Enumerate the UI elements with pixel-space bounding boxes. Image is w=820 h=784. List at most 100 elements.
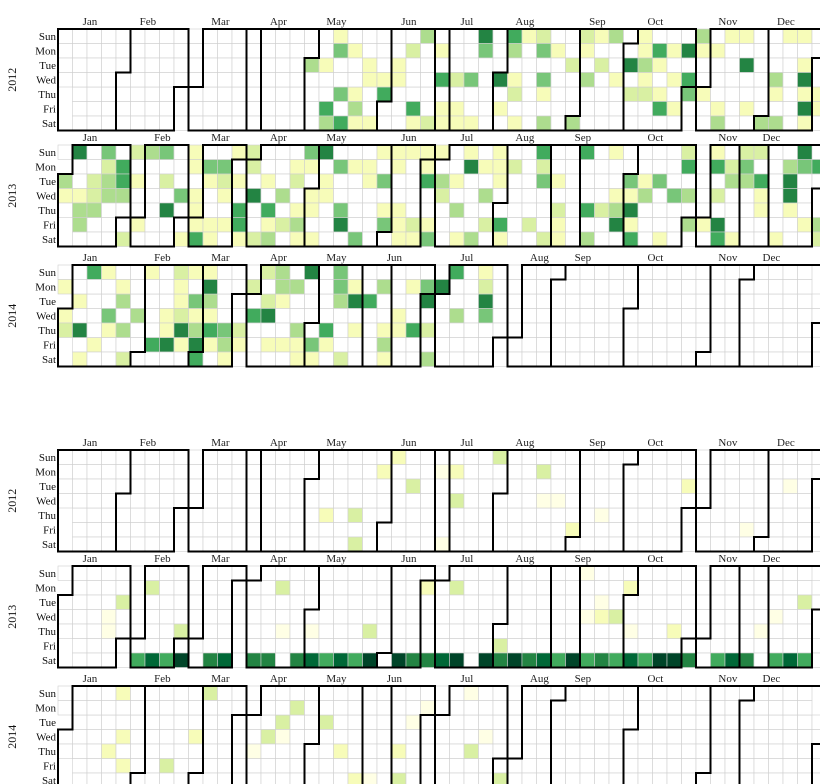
day-cell [637, 536, 653, 552]
day-cell [260, 86, 276, 102]
day-cell [86, 43, 102, 59]
day-cell [86, 293, 102, 309]
day-cell [72, 173, 88, 189]
day-cell [695, 507, 711, 523]
day-cell [231, 188, 247, 204]
day-cell [449, 714, 465, 730]
day-cell [724, 522, 740, 538]
day-cell [724, 202, 740, 218]
day-cell [130, 308, 146, 324]
day-cell [318, 638, 334, 654]
day-cell [536, 101, 552, 117]
day-cell [260, 217, 276, 233]
day-cell [550, 478, 566, 494]
month-label: May [326, 132, 347, 144]
day-label: Fri [43, 641, 56, 653]
day-cell [72, 86, 88, 102]
day-cell [478, 758, 494, 774]
day-cell [782, 72, 798, 88]
day-cell [550, 144, 566, 160]
month-label: Jul [460, 132, 473, 144]
day-cell [159, 478, 175, 494]
day-cell [173, 217, 189, 233]
day-cell [463, 231, 479, 247]
day-cell [391, 507, 407, 523]
day-cell [666, 173, 682, 189]
day-cell [753, 322, 769, 338]
day-cell [304, 478, 320, 494]
day-cell [695, 231, 711, 247]
day-cell [753, 86, 769, 102]
day-cell [507, 28, 523, 44]
month-label: Dec [763, 553, 781, 565]
day-cell [333, 594, 349, 610]
day-cell [57, 493, 73, 509]
day-cell [724, 264, 740, 280]
day-cell [753, 231, 769, 247]
day-cell [217, 478, 233, 494]
day-cell [782, 115, 798, 131]
day-cell [173, 638, 189, 654]
day-cell [231, 217, 247, 233]
day-cell [246, 351, 262, 367]
day-cell [217, 652, 233, 668]
day-cell [594, 743, 610, 759]
day-cell [173, 293, 189, 309]
month-label: Mar [211, 673, 230, 685]
day-cell [550, 43, 566, 59]
day-cell [753, 43, 769, 59]
day-cell [608, 43, 624, 59]
day-cell [579, 685, 595, 701]
day-cell [86, 337, 102, 353]
day-cell [434, 159, 450, 175]
day-cell [289, 685, 305, 701]
day-cell [333, 202, 349, 218]
day-cell [623, 28, 639, 44]
day-cell [449, 594, 465, 610]
day-cell [115, 743, 131, 759]
month-label: Nov [718, 553, 737, 565]
day-cell [130, 772, 146, 784]
day-cell [492, 308, 508, 324]
day-cell [318, 758, 334, 774]
day-cell [362, 685, 378, 701]
day-cell [594, 308, 610, 324]
day-cell [231, 594, 247, 610]
day-cell [86, 536, 102, 552]
day-cell [260, 293, 276, 309]
day-cell [681, 115, 697, 131]
day-cell [275, 638, 291, 654]
day-cell [101, 264, 117, 280]
day-cell [159, 743, 175, 759]
day-label: Tue [39, 60, 56, 72]
day-cell [724, 279, 740, 295]
day-cell [724, 580, 740, 596]
day-cell [86, 351, 102, 367]
day-cell [159, 609, 175, 625]
day-cell [623, 188, 639, 204]
day-cell [86, 279, 102, 295]
day-cell [159, 231, 175, 247]
day-cell [130, 700, 146, 716]
day-cell [231, 57, 247, 73]
day-cell [115, 264, 131, 280]
day-cell [681, 57, 697, 73]
day-cell [188, 101, 204, 117]
day-cell [362, 173, 378, 189]
day-cell [811, 580, 820, 596]
day-cell [362, 337, 378, 353]
day-cell [347, 173, 363, 189]
month-outline [129, 565, 190, 669]
day-cell [159, 264, 175, 280]
day-cell [521, 308, 537, 324]
day-cell [753, 28, 769, 44]
day-cell [579, 322, 595, 338]
day-cell [652, 464, 668, 480]
day-cell [594, 173, 610, 189]
day-cell [188, 623, 204, 639]
day-cell [797, 159, 813, 175]
day-cell [681, 337, 697, 353]
day-cell [144, 507, 160, 523]
day-cell [318, 72, 334, 88]
day-cell [318, 565, 334, 581]
